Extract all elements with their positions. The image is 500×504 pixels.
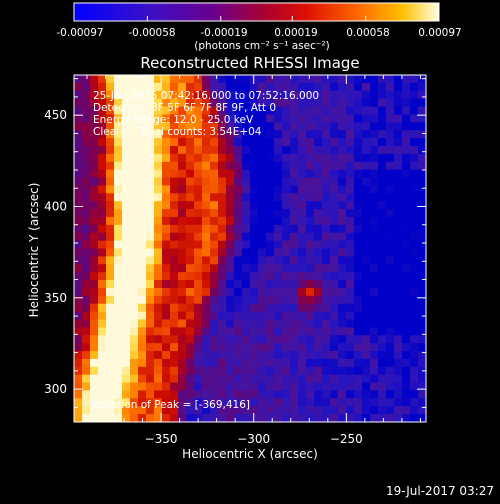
x-tick-label: −350 [145, 432, 178, 446]
y-tick-label: 450 [44, 108, 67, 122]
x-tick-label: −250 [330, 432, 363, 446]
info-line-energy: Energy Range: 12.0 - 25.0 keV [93, 114, 254, 126]
colorbar-tick-label: -0.00019 [200, 27, 247, 39]
footer-date: 19-Jul-2017 03:27 [386, 484, 494, 498]
colorbar-tick-label: -0.00058 [128, 27, 175, 39]
colorbar-tick-label: 0.00019 [274, 27, 317, 39]
chart-title: Reconstructed RHESSI Image [140, 54, 359, 72]
y-tick-label: 350 [44, 291, 67, 305]
peak-location-label: Location of Peak = [-369,416] [93, 399, 250, 411]
info-line-time: 25-Jan-2015 07:42:16.000 to 07:52:16.000 [93, 90, 319, 102]
info-line-detectors: Detectors: 3F 5F 6F 7F 8F 9F, Att 0 [93, 102, 276, 114]
colorbar-tick-label: -0.00097 [56, 27, 103, 39]
heatmap [74, 75, 426, 422]
y-tick-label: 400 [44, 199, 67, 213]
colorbar [73, 2, 440, 22]
colorbar-tick-label: 0.00058 [346, 27, 389, 39]
y-tick-label: 300 [44, 382, 67, 396]
x-axis-label: Heliocentric X (arcsec) [182, 447, 318, 461]
colorbar-unit: (photons cm⁻² s⁻¹ asec⁻²) [194, 40, 329, 52]
info-line-clean: Clean Total counts: 3.54E+04 [93, 126, 262, 138]
plot-frame [73, 74, 427, 423]
colorbar-ticks [73, 16, 440, 21]
axis-ticks [74, 75, 426, 422]
y-axis-label: Heliocentric Y (arcsec) [27, 183, 41, 318]
x-tick-label: −300 [237, 432, 270, 446]
colorbar-tick-label: 0.00097 [418, 27, 461, 39]
axis-tick-labels: −350 −300 −250 300 350 400 450 [44, 108, 363, 446]
